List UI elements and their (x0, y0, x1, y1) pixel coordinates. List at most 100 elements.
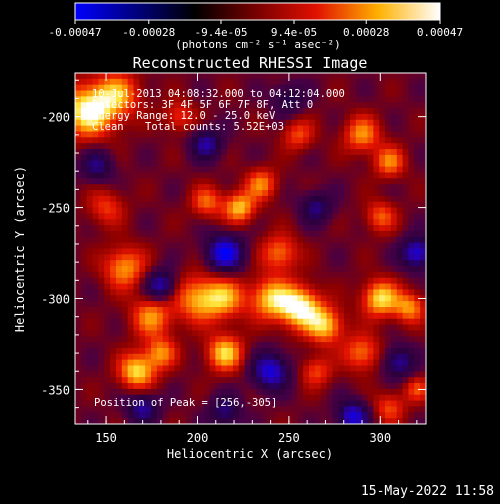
heatmap-cell (151, 219, 158, 226)
heatmap-cell (379, 365, 386, 372)
heatmap-cell (390, 266, 398, 273)
heatmap-cell (104, 195, 111, 203)
heatmap-cell (303, 266, 310, 273)
heatmap-cell (344, 242, 351, 250)
heatmap-cell (420, 400, 426, 408)
heatmap-cell (402, 160, 410, 168)
heatmap-cell (320, 178, 328, 185)
heatmap-cell (361, 347, 369, 355)
heatmap-cell (121, 119, 129, 127)
heatmap-cell (291, 184, 298, 191)
heatmap-cell (215, 201, 222, 209)
heatmap-cell (232, 342, 240, 349)
heatmap-cell (215, 283, 222, 291)
heatmap-cell (338, 324, 345, 331)
heatmap-cell (232, 318, 240, 326)
heatmap-cell (314, 330, 322, 337)
heatmap-cell (110, 195, 117, 203)
heatmap-cell (338, 143, 345, 150)
heatmap-cell (145, 400, 152, 408)
heatmap-cell (273, 207, 281, 214)
heatmap-cell (227, 213, 234, 220)
heatmap-cell (268, 178, 275, 185)
heatmap-cell (273, 254, 281, 261)
heatmap-cell (151, 230, 158, 238)
heatmap-cell (98, 78, 105, 86)
heatmap-cell (203, 254, 211, 261)
heatmap-cell (303, 154, 310, 162)
heatmap-cell (180, 347, 187, 355)
heatmap-cell (127, 166, 135, 174)
heatmap-cell (244, 353, 252, 361)
heatmap-cell (338, 154, 345, 162)
heatmap-cell (385, 248, 392, 255)
heatmap-cell (151, 172, 158, 179)
heatmap-cell (121, 248, 129, 255)
heatmap-cell (180, 400, 187, 408)
heatmap-cell (98, 149, 105, 156)
heatmap-cell (385, 388, 392, 396)
heatmap-cell (273, 312, 281, 320)
heatmap-cell (221, 90, 228, 97)
heatmap-cell (279, 260, 287, 267)
heatmap-cell (373, 353, 380, 361)
heatmap-cell (361, 131, 369, 138)
heatmap-cell (75, 400, 82, 408)
heatmap-cell (180, 137, 187, 144)
heatmap-cell (349, 336, 357, 343)
heatmap-cell (320, 113, 328, 121)
heatmap-cell (396, 266, 404, 273)
heatmap-cell (309, 230, 316, 238)
heatmap-cell (80, 125, 88, 133)
heatmap-cell (291, 342, 298, 349)
heatmap-cell (420, 365, 426, 372)
heatmap-cell (115, 412, 123, 419)
heatmap-cell (197, 90, 205, 97)
heatmap-cell (268, 324, 275, 331)
heatmap-cell (338, 359, 345, 367)
heatmap-cell (227, 178, 234, 185)
heatmap-cell (396, 84, 404, 92)
heatmap-cell (349, 383, 357, 390)
heatmap-cell (379, 271, 386, 279)
heatmap-cell (408, 102, 415, 109)
heatmap-cell (273, 73, 281, 80)
heatmap-cell (332, 301, 339, 308)
heatmap-cell (209, 336, 216, 343)
heatmap-cell (156, 347, 164, 355)
heatmap-cell (110, 154, 117, 162)
heatmap-cell (379, 277, 386, 285)
heatmap-cell (180, 166, 187, 174)
heatmap-cell (349, 225, 357, 232)
heatmap-cell (355, 84, 363, 92)
heatmap-cell (320, 230, 328, 238)
heatmap-cell (338, 78, 345, 86)
heatmap-cell (168, 149, 176, 156)
heatmap-cell (326, 359, 333, 367)
heatmap-cell (221, 347, 228, 355)
heatmap-cell (192, 342, 199, 349)
heatmap-cell (268, 242, 275, 250)
heatmap-cell (256, 143, 263, 150)
heatmap-cell (285, 90, 293, 97)
heatmap-cell (75, 201, 82, 209)
annotation-algorithm: Clean (92, 121, 124, 133)
heatmap-cell (115, 365, 123, 372)
heatmap-cell (385, 277, 392, 285)
heatmap-cell (390, 318, 398, 326)
heatmap-cell (332, 371, 339, 378)
heatmap-cell (221, 266, 228, 273)
heatmap-cell (162, 248, 170, 255)
heatmap-cell (349, 190, 357, 197)
heatmap-cell (203, 119, 211, 127)
heatmap-cell (326, 230, 333, 238)
heatmap-cell (338, 73, 345, 80)
heatmap-cell (92, 271, 99, 279)
heatmap-cell (110, 230, 117, 238)
heatmap-cell (379, 266, 386, 273)
heatmap-cell (215, 307, 222, 314)
heatmap-cell (174, 225, 181, 232)
heatmap-cell (396, 271, 404, 279)
heatmap-cell (145, 137, 152, 144)
heatmap-cell (156, 412, 164, 419)
